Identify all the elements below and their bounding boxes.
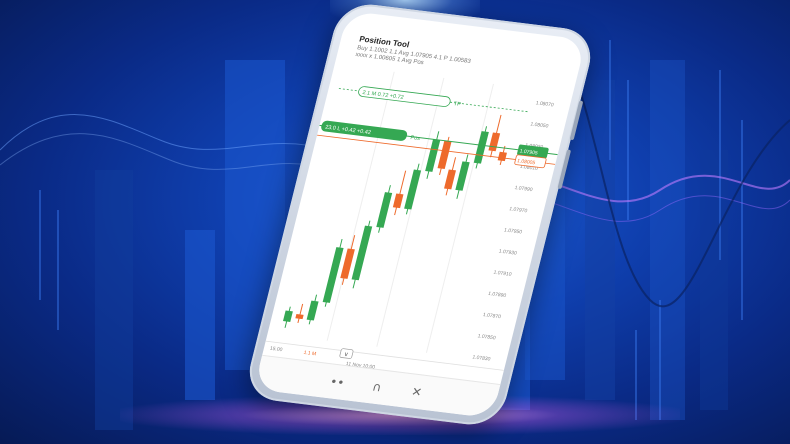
take-profit-badge: TP bbox=[453, 101, 462, 108]
candle-body[interactable] bbox=[444, 169, 456, 189]
y-axis-tick-label: 1.07950 bbox=[503, 227, 523, 235]
candle-body[interactable] bbox=[488, 132, 500, 151]
y-axis-tick-label: 1.07970 bbox=[509, 206, 529, 214]
candle-body[interactable] bbox=[498, 152, 507, 161]
candle-body[interactable] bbox=[404, 170, 421, 210]
y-axis-tick-label: 1.07910 bbox=[493, 270, 513, 278]
y-axis-tick-label: 1.07850 bbox=[477, 333, 497, 341]
candle-body[interactable] bbox=[307, 301, 319, 321]
y-axis-tick-label: 1.07930 bbox=[498, 249, 518, 257]
candle-body[interactable] bbox=[323, 247, 344, 303]
candle-body[interactable] bbox=[376, 192, 392, 228]
y-axis-tick-label: 1.07870 bbox=[482, 312, 502, 320]
x-axis-mid-label: 1.1 M bbox=[303, 350, 317, 357]
y-axis-tick-label: 1.08050 bbox=[530, 122, 550, 130]
menu-icon[interactable]: •• bbox=[327, 374, 348, 390]
candle-body[interactable] bbox=[283, 311, 293, 322]
candle-wick bbox=[395, 171, 406, 215]
candle-body[interactable] bbox=[474, 131, 489, 164]
y-axis-tick-label: 1.08070 bbox=[535, 100, 555, 108]
entry-badge: Pos bbox=[410, 135, 421, 142]
y-axis-tick-label: 1.07990 bbox=[514, 185, 534, 193]
candle-body[interactable] bbox=[340, 248, 355, 278]
close-icon[interactable]: ✕ bbox=[406, 384, 427, 400]
y-axis-tick-label: 1.07830 bbox=[472, 355, 492, 363]
candle-body[interactable] bbox=[393, 194, 404, 209]
candle-body[interactable] bbox=[437, 141, 451, 169]
candle-body[interactable] bbox=[352, 226, 373, 281]
home-icon[interactable]: ∩ bbox=[366, 379, 387, 395]
candle-body[interactable] bbox=[295, 314, 303, 319]
x-axis-left-label: 15.00 bbox=[269, 346, 283, 353]
candle-wick bbox=[298, 304, 303, 323]
y-axis-tick-label: 1.07890 bbox=[487, 291, 507, 299]
